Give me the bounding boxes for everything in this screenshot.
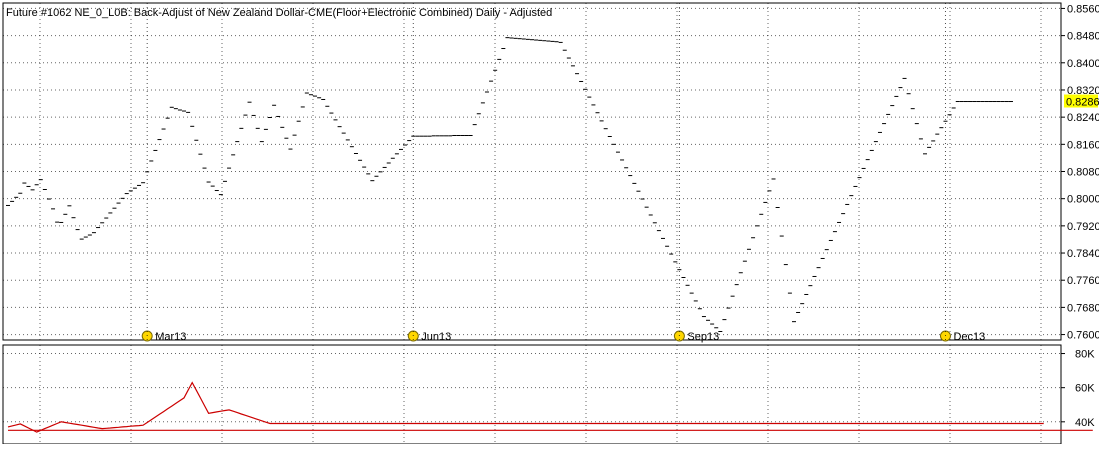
month-markers: Mar13 Jun13 Sep13 Dec13 xyxy=(141,3,985,343)
month-marker-label: Jun13 xyxy=(421,331,451,343)
price-tick-label: 0.8000 xyxy=(1067,194,1099,206)
price-tick-label: 0.8320 xyxy=(1067,85,1099,97)
volume-tick-label: 80K xyxy=(1075,349,1095,361)
last-price-highlight xyxy=(1064,94,1098,108)
volume-y-axis: 80K 60K 40K xyxy=(1061,349,1095,429)
price-tick-label: 0.7600 xyxy=(1067,330,1099,342)
volume-lines xyxy=(7,381,1093,433)
price-y-axis: 0.8560 0.8480 0.8400 0.8320 0.8240 0.8160 0.80… xyxy=(1061,3,1099,342)
price-tick-label: 0.8160 xyxy=(1067,139,1099,151)
volume-tick-label: 40K xyxy=(1075,417,1095,429)
volume-line xyxy=(7,381,1044,433)
price-tick-label: 0.7840 xyxy=(1067,248,1099,260)
price-tick-label: 0.8400 xyxy=(1067,58,1099,70)
price-panel: Mar13 Jun13 Sep13 Dec13 0.85600.84800.84000… xyxy=(2,2,1099,343)
volume-tick-label: 60K xyxy=(1075,383,1095,395)
price-tick-label: 0.8560 xyxy=(1067,3,1099,15)
chart-title: Future #1062 NE_0_L0B: Back-Adjust of Ne… xyxy=(6,7,552,19)
volume-panel: 80K 60K 40K xyxy=(2,344,1095,445)
price-tick-label: 0.8240 xyxy=(1067,112,1099,124)
volume-grid xyxy=(3,345,1061,444)
price-tick-label: 0.8480 xyxy=(1067,31,1099,43)
price-tick-label: 0.8080 xyxy=(1067,167,1099,179)
price-tick-label: 0.7920 xyxy=(1067,221,1099,233)
price-grid xyxy=(3,3,1061,340)
month-marker-label: Dec13 xyxy=(953,331,985,343)
month-marker-label: Mar13 xyxy=(155,331,186,343)
last-price-label: 0.8286 xyxy=(1066,97,1099,109)
price-tick-label: 0.7680 xyxy=(1067,302,1099,314)
month-marker-label: Sep13 xyxy=(687,331,719,343)
price-marks xyxy=(6,37,1013,333)
price-tick-label: 0.7760 xyxy=(1067,275,1099,287)
